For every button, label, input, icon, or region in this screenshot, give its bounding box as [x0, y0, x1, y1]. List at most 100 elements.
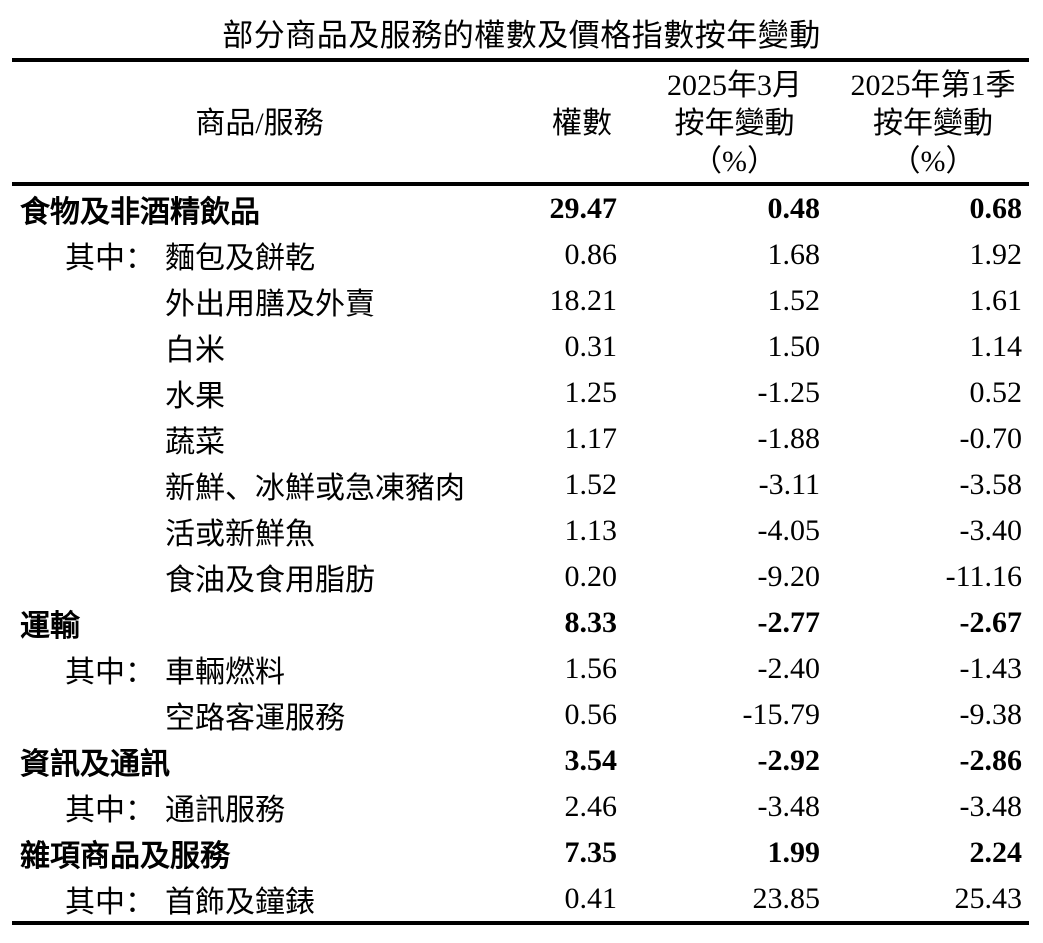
- q1-yoy-value: -3.40: [959, 514, 1023, 547]
- weight-value: 7.35: [564, 836, 618, 869]
- header-q1-yoy-label: 按年變動: [873, 107, 993, 140]
- among-which-prefix: 其中：: [65, 656, 155, 689]
- table-row: 空路客運服務 0.56 -15.79 -9.38: [12, 692, 1029, 738]
- weight-value: 0.41: [564, 882, 618, 915]
- march-yoy-value: -3.11: [758, 468, 820, 501]
- march-yoy-value: -2.92: [757, 744, 821, 777]
- item-label: 通訊服務: [165, 794, 285, 827]
- item-label: 新鮮、冰鮮或急凍豬肉: [165, 472, 465, 505]
- q1-yoy-value: -11.16: [945, 560, 1022, 593]
- weight-value: 0.20: [564, 560, 618, 593]
- table-row: 運輸 8.33 -2.77 -2.67: [12, 600, 1029, 646]
- q1-yoy-value: 25.43: [954, 882, 1023, 915]
- weight-value: 0.56: [564, 698, 618, 731]
- header-march-yoy-label: 按年變動: [674, 107, 795, 140]
- weight-value: 3.54: [564, 744, 618, 777]
- weight-value: 1.56: [564, 652, 618, 685]
- q1-yoy-value: -2.86: [959, 744, 1023, 777]
- item-label: 空路客運服務: [165, 702, 345, 735]
- weight-value: 0.31: [564, 330, 618, 363]
- weight-value: 2.46: [564, 790, 618, 823]
- item-label: 麵包及餅乾: [165, 242, 315, 275]
- header-item-column: 商品/服務: [12, 62, 462, 182]
- weight-value: 1.52: [564, 468, 618, 501]
- table-row: 水果 1.25 -1.25 0.52: [12, 370, 1029, 416]
- among-which-prefix: 其中：: [65, 886, 155, 919]
- among-which-prefix: 其中：: [65, 794, 155, 827]
- item-label: 外出用膳及外賣: [165, 288, 375, 321]
- item-label: 食油及食用脂肪: [165, 564, 375, 597]
- march-yoy-value: -2.40: [757, 652, 821, 685]
- table-row: 其中： 車輛燃料 1.56 -2.40 -1.43: [12, 646, 1029, 692]
- q1-yoy-value: -3.48: [959, 790, 1023, 823]
- item-label: 食物及非酒精飲品: [20, 196, 260, 229]
- row-label-cell: 新鮮、冰鮮或急凍豬肉: [12, 462, 465, 508]
- item-label: 蔬菜: [165, 426, 225, 459]
- table-row: 新鮮、冰鮮或急凍豬肉 1.52 -3.11 -3.58: [12, 462, 1029, 508]
- table-row: 外出用膳及外賣 18.21 1.52 1.61: [12, 278, 1029, 324]
- header-weight-column: 權數: [462, 62, 632, 182]
- header-q1-column: 2025年第1季 按年變動 （%）: [837, 62, 1029, 182]
- among-which-prefix: 其中：: [65, 242, 155, 275]
- item-label: 運輸: [20, 610, 80, 643]
- header-march-unit: （%）: [692, 145, 777, 178]
- march-yoy-value: -1.25: [757, 376, 821, 409]
- march-yoy-value: 0.48: [767, 192, 821, 225]
- march-yoy-value: -4.05: [757, 514, 821, 547]
- row-label-cell: 其中： 通訊服務: [12, 784, 462, 830]
- item-label: 資訊及通訊: [20, 748, 170, 781]
- row-label-cell: 水果: [12, 370, 462, 416]
- q1-yoy-value: 1.92: [969, 238, 1023, 271]
- march-yoy-value: 23.85: [752, 882, 821, 915]
- q1-yoy-value: -1.43: [959, 652, 1023, 685]
- item-label: 水果: [165, 380, 225, 413]
- item-label: 白米: [165, 334, 225, 367]
- page-title: 部分商品及服務的權數及價格指數按年變動: [222, 18, 821, 53]
- item-label: 車輛燃料: [165, 656, 285, 689]
- q1-yoy-value: 1.14: [969, 330, 1023, 363]
- row-label-cell: 外出用膳及外賣: [12, 278, 462, 324]
- table-row: 其中： 首飾及鐘錶 0.41 23.85 25.43: [12, 876, 1029, 922]
- march-yoy-value: -15.79: [742, 698, 821, 731]
- row-label-cell: 雜項商品及服務: [12, 830, 462, 876]
- q1-yoy-value: -2.67: [959, 606, 1023, 639]
- table-row: 活或新鮮魚 1.13 -4.05 -3.40: [12, 508, 1029, 554]
- weight-value: 8.33: [564, 606, 618, 639]
- table-top-rule: [12, 58, 1029, 62]
- row-label-cell: 白米: [12, 324, 462, 370]
- row-label-cell: 食油及食用脂肪: [12, 554, 462, 600]
- weight-value: 18.21: [549, 284, 618, 317]
- march-yoy-value: -1.88: [757, 422, 821, 455]
- table-header: 商品/服務 權數 2025年3月 按年變動 （%） 2025年第1季 按年變動 …: [12, 62, 1029, 182]
- q1-yoy-value: 1.61: [969, 284, 1023, 317]
- weight-value: 1.13: [564, 514, 618, 547]
- table-row: 其中： 通訊服務 2.46 -3.48 -3.48: [12, 784, 1029, 830]
- weight-value: 0.86: [564, 238, 618, 271]
- item-label: 首飾及鐘錶: [165, 886, 315, 919]
- weight-value: 1.25: [564, 376, 618, 409]
- header-march-column: 2025年3月 按年變動 （%）: [632, 62, 837, 182]
- march-yoy-value: -9.20: [757, 560, 821, 593]
- march-yoy-value: 1.68: [767, 238, 821, 271]
- q1-yoy-value: -9.38: [959, 698, 1023, 731]
- march-yoy-value: 1.99: [767, 836, 821, 869]
- march-yoy-value: 1.52: [767, 284, 821, 317]
- header-march-period: 2025年3月: [667, 69, 802, 102]
- item-label: 雜項商品及服務: [20, 840, 230, 873]
- march-yoy-value: -3.48: [757, 790, 821, 823]
- row-label-cell: 空路客運服務: [12, 692, 462, 738]
- table-row: 白米 0.31 1.50 1.14: [12, 324, 1029, 370]
- row-label-cell: 活或新鮮魚: [12, 508, 462, 554]
- table-row: 資訊及通訊 3.54 -2.92 -2.86: [12, 738, 1029, 784]
- header-item-label: 商品/服務: [195, 107, 324, 140]
- row-label-cell: 其中： 麵包及餅乾: [12, 232, 462, 278]
- weight-value: 29.47: [549, 192, 618, 225]
- header-q1-unit: （%）: [890, 145, 976, 178]
- table-body: 食物及非酒精飲品 29.47 0.48 0.68 其中： 麵包及餅乾 0.86 …: [12, 186, 1029, 922]
- table-row: 其中： 麵包及餅乾 0.86 1.68 1.92: [12, 232, 1029, 278]
- table-bottom-rule: [12, 921, 1029, 925]
- weight-value: 1.17: [564, 422, 618, 455]
- row-label-cell: 運輸: [12, 600, 462, 646]
- table-row: 蔬菜 1.17 -1.88 -0.70: [12, 416, 1029, 462]
